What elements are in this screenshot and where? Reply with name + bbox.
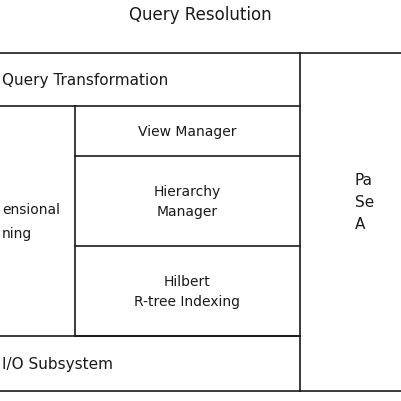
Text: ning: ning bbox=[2, 227, 32, 241]
Text: Query Resolution: Query Resolution bbox=[128, 6, 271, 24]
Text: I/O Subsystem: I/O Subsystem bbox=[2, 356, 113, 371]
Text: Se: Se bbox=[354, 195, 373, 210]
Text: Query Transformation: Query Transformation bbox=[2, 73, 168, 88]
Text: ensional: ensional bbox=[2, 203, 60, 217]
Text: Hilbert
R-tree Indexing: Hilbert R-tree Indexing bbox=[134, 275, 240, 308]
Text: Pa: Pa bbox=[354, 173, 372, 188]
Text: A: A bbox=[354, 217, 365, 232]
Text: Hierarchy
Manager: Hierarchy Manager bbox=[154, 185, 221, 218]
Text: View Manager: View Manager bbox=[138, 125, 236, 139]
